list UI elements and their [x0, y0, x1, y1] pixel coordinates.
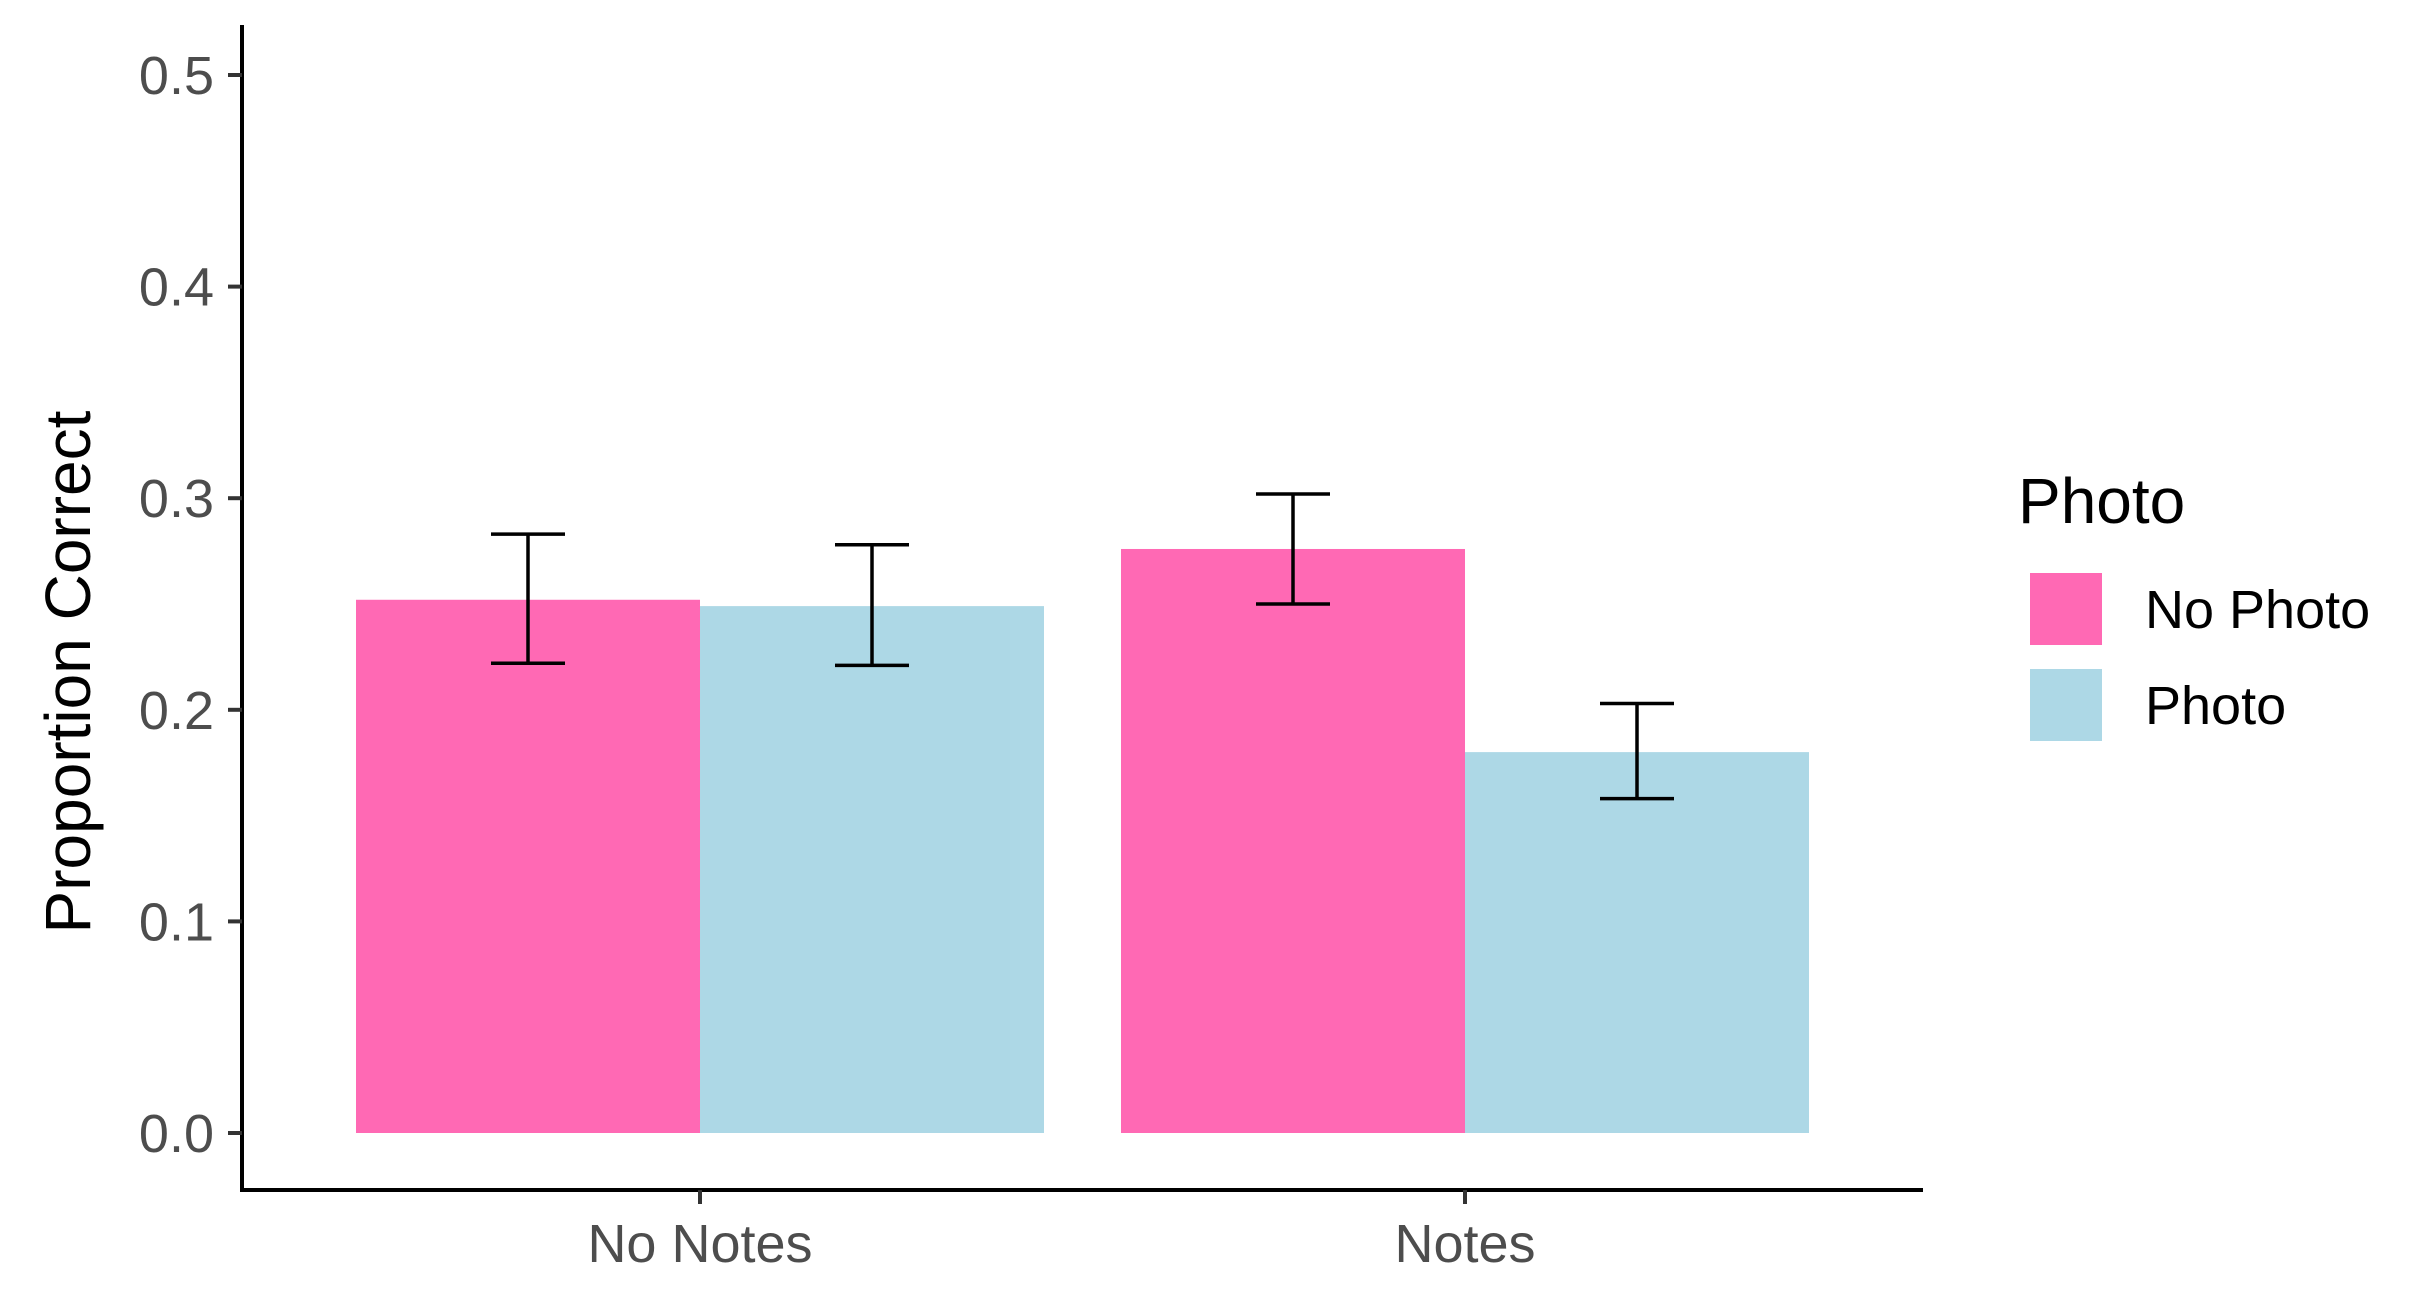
legend-key-photo [2030, 669, 2102, 741]
bar-no-photo [356, 599, 700, 1133]
y-tick-label: 0.0 [139, 1104, 214, 1164]
y-tick-label: 0.5 [139, 46, 214, 106]
legend: Photo No Photo Photo [2018, 465, 2370, 741]
y-tick-label: 0.3 [139, 469, 214, 529]
x-tick-label: No Notes [587, 1214, 812, 1274]
axes [240, 25, 1923, 1192]
legend-label: Photo [2145, 676, 2286, 736]
y-axis-title: Proportion Correct [32, 410, 104, 933]
y-tick-label: 0.1 [139, 892, 214, 952]
bar-photo [700, 606, 1044, 1133]
bar-photo [1465, 752, 1809, 1133]
x-ticks: No Notes Notes [587, 1190, 1536, 1274]
error-bars [491, 492, 1674, 801]
y-tick-label: 0.2 [139, 681, 214, 741]
legend-label: No Photo [2145, 580, 2370, 640]
bars [356, 548, 1809, 1133]
legend-title: Photo [2018, 465, 2185, 537]
legend-key-no-photo [2030, 573, 2102, 645]
bar-no-photo [1121, 548, 1465, 1133]
y-tick-label: 0.4 [139, 258, 214, 318]
y-ticks: 0.0 0.1 0.2 0.3 0.4 0.5 [139, 46, 242, 1164]
x-tick-label: Notes [1394, 1214, 1535, 1274]
